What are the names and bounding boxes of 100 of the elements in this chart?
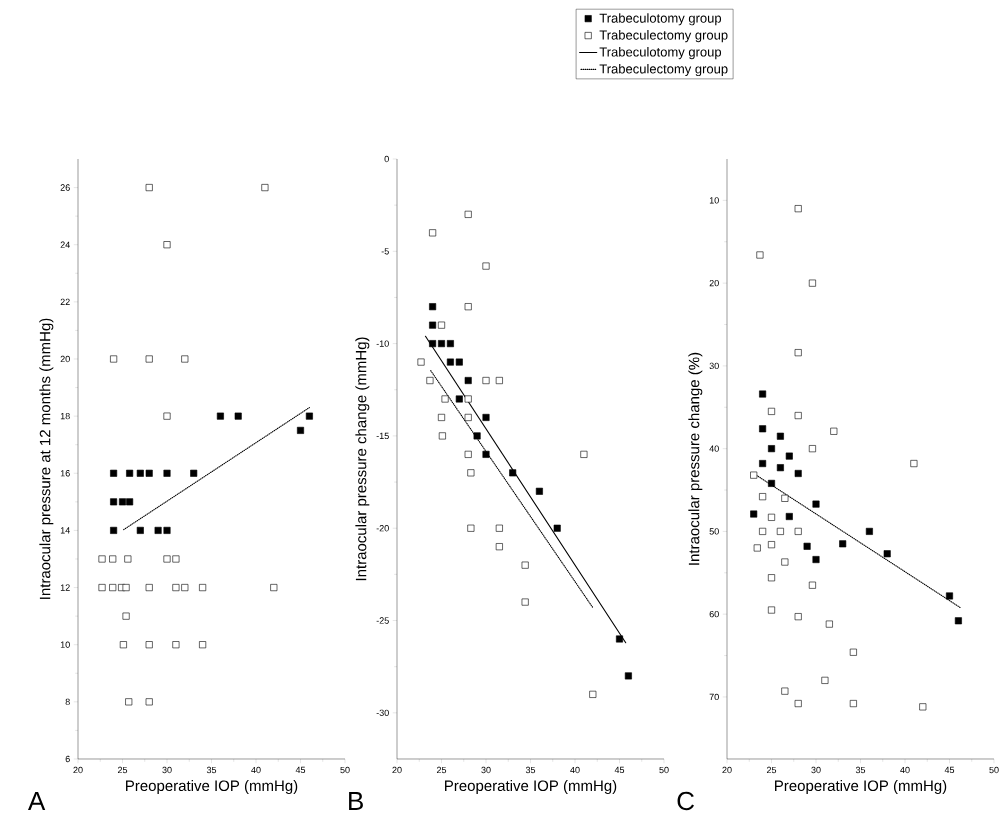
point: [464, 395, 472, 403]
y-tick-label: 20: [709, 279, 719, 287]
text: B: [349, 792, 363, 810]
point: [455, 395, 463, 403]
point: [808, 581, 816, 589]
legend-label: Trabeculectomy group: [599, 63, 728, 77]
point: [467, 524, 475, 532]
point: [794, 205, 802, 213]
point: [768, 541, 775, 549]
y-axis-title: Intraocular pressure at 12 months (mmHg): [39, 318, 54, 599]
point: [768, 479, 775, 487]
point: [580, 450, 588, 458]
point: [438, 340, 445, 348]
point: [781, 558, 789, 566]
point: [794, 349, 802, 357]
y-tick-label: 30: [709, 362, 719, 370]
point: [919, 703, 927, 711]
point: [429, 229, 437, 237]
point: [181, 584, 189, 592]
point: [154, 526, 162, 534]
point: [136, 469, 144, 477]
point: [441, 395, 449, 403]
point: [821, 676, 829, 684]
y-tick-label: -25: [376, 617, 389, 624]
point: [785, 452, 793, 460]
point: [172, 555, 180, 563]
point: [759, 460, 767, 468]
x-tick-label: 50: [659, 766, 669, 774]
x-tick-label: 35: [525, 766, 536, 774]
point: [803, 542, 811, 550]
point: [781, 687, 789, 695]
y-tick-label: -10: [376, 340, 389, 347]
text: A: [28, 792, 46, 810]
point: [109, 555, 117, 563]
point: [163, 469, 171, 477]
y-tick-label: 50: [709, 528, 719, 535]
x-tick-label: 20: [722, 766, 732, 774]
point: [438, 321, 445, 329]
x-tick-label: 25: [766, 766, 777, 774]
point: [482, 377, 490, 385]
y-tick-label: 10: [709, 197, 719, 204]
point: [145, 584, 153, 592]
x-tick-label: 40: [570, 766, 580, 774]
point: [163, 526, 171, 534]
x-tick-label: 45: [944, 766, 955, 774]
point: [750, 510, 758, 518]
point: [768, 606, 775, 614]
point: [297, 426, 305, 434]
y-tick-label: 0: [384, 155, 389, 163]
point: [473, 432, 481, 440]
y-tick-label: 14: [60, 527, 70, 534]
y-axis-title: Intraocular pressure change (%): [688, 352, 703, 565]
point: [794, 527, 802, 535]
point: [190, 469, 198, 477]
x-tick-label: 20: [392, 766, 402, 774]
y-tick-label: -5: [381, 248, 389, 255]
point: [794, 700, 802, 708]
y-tick-label: 60: [709, 610, 719, 618]
point: [438, 413, 445, 421]
point: [216, 412, 224, 420]
point: [616, 635, 623, 643]
point: [521, 598, 529, 606]
point: [122, 584, 130, 592]
point: [429, 303, 437, 311]
point: [110, 355, 118, 363]
y-tick-label: 26: [60, 184, 70, 191]
point: [750, 471, 758, 479]
x-tick-label: 35: [206, 766, 217, 774]
point: [464, 413, 472, 421]
point: [464, 303, 472, 311]
point: [163, 555, 171, 563]
point: [830, 427, 838, 435]
point: [759, 425, 767, 433]
y-tick-label: 22: [60, 298, 70, 305]
x-tick-label: 35: [855, 766, 866, 774]
y-tick-label: 6: [65, 755, 70, 763]
y-axis-title: Intraocular pressure change (mmHg): [355, 337, 370, 581]
x-axis-title: Preoperative IOP (mmHg): [126, 780, 298, 794]
x-tick-label: 40: [251, 766, 261, 774]
point: [464, 450, 472, 458]
point: [495, 543, 503, 551]
point: [768, 407, 775, 415]
point: [426, 377, 434, 385]
point: [553, 524, 561, 532]
point: [199, 584, 207, 592]
x-tick-label: 50: [340, 766, 350, 774]
point: [145, 698, 153, 706]
point: [768, 513, 775, 521]
point: [759, 493, 767, 501]
point: [776, 527, 784, 535]
point: [946, 592, 953, 600]
point: [954, 617, 962, 625]
x-tick-label: 45: [614, 766, 625, 774]
point: [589, 690, 597, 698]
point: [535, 487, 543, 495]
point: [759, 527, 767, 535]
x-tick-label: 25: [117, 766, 128, 774]
point: [776, 464, 784, 472]
point: [482, 413, 490, 421]
point: [839, 540, 847, 548]
